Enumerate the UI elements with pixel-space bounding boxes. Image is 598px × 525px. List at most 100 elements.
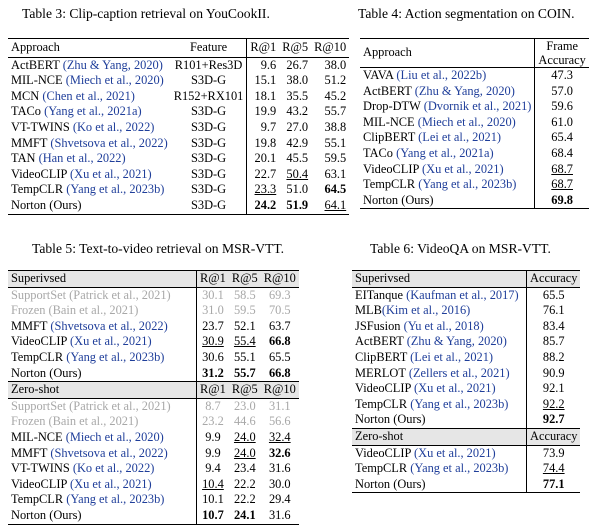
approach-cell: ActBERT (Zhu & Yang, 2020) <box>8 56 171 74</box>
r10-cell: 66.8 <box>268 334 291 349</box>
r5-cell: 58.5 <box>228 286 261 304</box>
table-row: TempCLR (Yang et al., 2023b) 10.1 22.2 2… <box>8 492 299 508</box>
approach-cell: TempCLR (Yang et al., 2023b) <box>363 177 517 192</box>
feature-header: Feature <box>170 38 247 58</box>
r5-cell: 24.1 <box>228 507 261 525</box>
r10-cell: 29.4 <box>268 492 291 507</box>
r10-cell: 38.8 <box>324 119 347 134</box>
table-row: VideoCLIP (Xu et al., 2021) 10.4 22.2 30… <box>8 476 299 493</box>
r10-cell: 31.6 <box>268 461 291 476</box>
accuracy-cell: 92.7 <box>526 412 581 429</box>
approach-cell: MLB(Kim et al., 2016) <box>355 303 471 318</box>
r10-cell: 51.2 <box>324 73 347 88</box>
approach-cell: ClipBERT (Lei et al., 2021) <box>355 349 494 364</box>
r10-cell: 64.5 <box>324 182 347 197</box>
r5-cell: 22.2 <box>233 476 256 491</box>
accuracy-cell: 65.4 <box>534 130 589 146</box>
r1-cell: 22.7 <box>246 166 280 183</box>
r10-cell: 63.7 <box>268 318 291 333</box>
table-row: VideoCLIP (Xu et al., 2021) S3D-G 22.7 5… <box>8 166 349 183</box>
approach-cell: TempCLR (Yang et al., 2023b) <box>11 349 165 364</box>
table-row: MIL-NCE (Miech et al., 2020) S3D-G 15.1 … <box>8 73 349 89</box>
approach-cell: Norton (Ours) <box>8 507 197 525</box>
r5-cell: 55.4 <box>233 334 256 349</box>
accuracy-header: Accuracy <box>526 270 581 288</box>
approach-cell: VideoCLIP (Xu et al., 2021) <box>352 444 527 462</box>
r1-cell: 9.4 <box>195 461 229 477</box>
feature-cell: R101+Res3D <box>170 56 247 74</box>
approach-cell: Norton (Ours) <box>8 197 171 215</box>
approach-cell: Frozen (Bain et al., 2021) <box>11 414 139 429</box>
zeroshot-label: Zero-shot <box>352 427 527 446</box>
approach-cell: ActBERT (Zhu & Yang, 2020) <box>355 334 507 349</box>
table-row: ActBERT (Zhu & Yang, 2020) R101+Res3D 9.… <box>8 56 350 74</box>
r1-header: R@1 <box>246 38 280 58</box>
accuracy-cell: 68.7 <box>534 177 589 193</box>
approach-cell: MMFT (Shvetsova et al., 2022) <box>11 135 168 150</box>
supervised-label: Superivsed <box>8 270 197 288</box>
r1-cell: 15.1 <box>246 73 280 89</box>
r5-cell: 44.6 <box>233 414 256 429</box>
table-row: TempCLR (Yang et al., 2023b) 30.6 55.1 6… <box>8 349 299 366</box>
r5-cell: 51.0 <box>286 182 309 197</box>
table-row: MIL-NCE (Miech et al., 2020) 9.9 24.0 32… <box>8 429 299 446</box>
approach-cell: ClipBERT (Lei et al., 2021) <box>363 130 502 145</box>
supervised-label: Superivsed <box>352 270 527 288</box>
r5-cell: 55.7 <box>233 365 256 380</box>
table-row: MCN (Chen et al., 2021) R152+RX101 18.1 … <box>8 88 349 105</box>
accuracy-cell: 59.6 <box>534 99 589 115</box>
r5-cell: 23.4 <box>233 461 256 476</box>
table-row: EITanque (Kaufman et al., 2017) 65.5 <box>352 286 581 304</box>
table6-caption: Table 6: VideoQA on MSR-VTT. <box>370 241 551 256</box>
approach-cell: MIL-NCE (Miech et al., 2020) <box>11 429 164 444</box>
table4: Approach Frame Accuracy VAVA (Liu et al.… <box>360 38 589 210</box>
r1-cell: 30.6 <box>195 349 229 366</box>
feature-cell: S3D-G <box>190 182 227 197</box>
table-header-row: Approach Frame <box>360 38 589 68</box>
approach-header: Approach <box>8 38 171 58</box>
r1-cell: 10.7 <box>195 507 229 525</box>
feature-cell: R152+RX101 <box>173 88 244 103</box>
r5-cell: 35.5 <box>286 88 309 103</box>
r5-cell: 52.1 <box>233 318 256 333</box>
r5-cell: 59.5 <box>233 303 256 318</box>
r1-cell: 18.1 <box>246 88 280 105</box>
table-row: TempCLR (Yang et al., 2023b) 74.4 <box>352 461 581 477</box>
r1-cell: 9.6 <box>246 56 280 74</box>
section-header-row: Superivsed R@1 R@5 R@10 <box>8 270 299 288</box>
r5-cell: 24.0 <box>233 429 256 444</box>
table-row: Norton (Ours) 92.7 <box>352 412 581 429</box>
r10-cell: 32.4 <box>268 429 291 444</box>
r1-cell: 23.2 <box>195 414 229 430</box>
table-row: ClipBERT (Lei et al., 2021) 65.4 <box>360 130 589 146</box>
r1-cell: 31.2 <box>195 365 229 382</box>
r10-cell: 66.8 <box>268 365 291 380</box>
table-row: MERLOT (Zellers et al., 2021) 90.9 <box>352 365 581 382</box>
r5-header: R@5 <box>279 38 312 58</box>
feature-cell: S3D-G <box>170 197 247 215</box>
approach-cell: Norton (Ours) <box>352 476 527 494</box>
accuracy-cell: 74.4 <box>526 461 581 477</box>
table-row: MLB(Kim et al., 2016) 76.1 <box>352 303 581 319</box>
accuracy-cell: 61.0 <box>534 114 589 131</box>
accuracy-cell: 73.9 <box>526 444 581 462</box>
approach-cell: SupportSet (Patrick et al., 2021) <box>8 286 197 304</box>
r10-cell: 63.1 <box>324 166 347 181</box>
table-row: SupportSet (Patrick et al., 2021) 8.7 23… <box>8 397 299 415</box>
table-row: TAN (Han et al., 2022) S3D-G 20.1 45.5 5… <box>8 151 349 167</box>
approach-cell: TempCLR (Yang et al., 2023b) <box>355 396 509 411</box>
r5-header: R@5 <box>228 381 261 399</box>
table6: Superivsed Accuracy EITanque (Kaufman et… <box>352 270 581 494</box>
accuracy-cell: 92.1 <box>526 381 581 397</box>
approach-cell: EITanque (Kaufman et al., 2017) <box>352 286 527 304</box>
r1-cell: 30.1 <box>195 286 229 304</box>
r10-cell: 38.0 <box>311 56 350 74</box>
approach-cell: ActBERT (Zhu & Yang, 2020) <box>363 83 515 98</box>
approach-cell: VideoCLIP (Xu et al., 2021) <box>355 381 496 396</box>
approach-cell: Norton (Ours) <box>355 412 426 427</box>
accuracy-cell: 57.0 <box>534 83 589 100</box>
frame-header: Frame <box>534 38 589 53</box>
r5-cell: 42.9 <box>286 135 309 150</box>
r10-cell: 59.5 <box>324 151 347 166</box>
approach-cell: VT-TWINS (Ko et al., 2022) <box>11 119 155 134</box>
